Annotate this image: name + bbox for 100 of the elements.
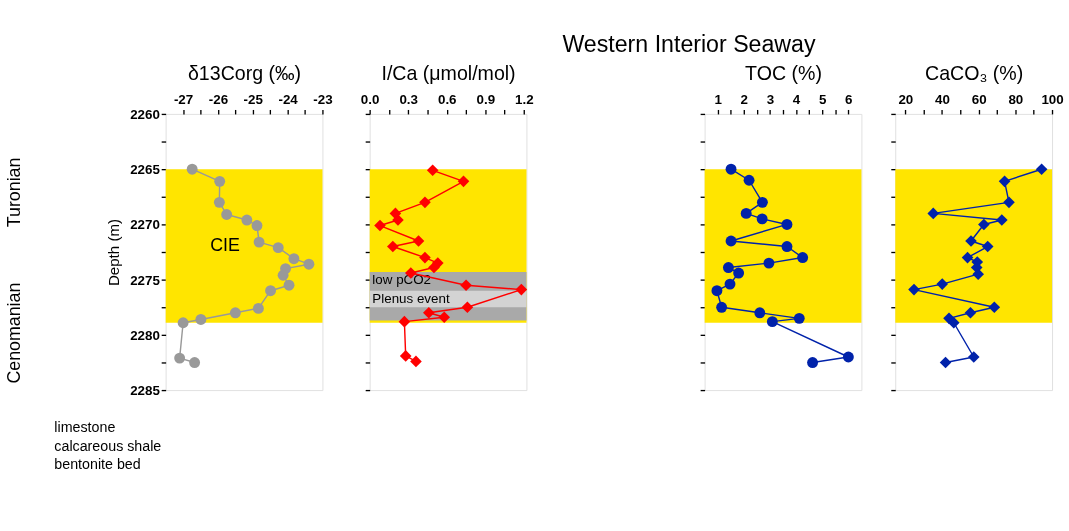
y-tick-label: 2260 bbox=[130, 106, 160, 122]
point bbox=[996, 214, 1008, 226]
x-tick-label: -25 bbox=[243, 91, 264, 107]
point bbox=[766, 316, 778, 328]
text: Turonian bbox=[3, 157, 24, 228]
point bbox=[1003, 196, 1015, 209]
point bbox=[722, 262, 734, 273]
point bbox=[724, 278, 736, 290]
x-axis-title: TOC (%) bbox=[745, 61, 822, 84]
point bbox=[725, 163, 737, 175]
point bbox=[288, 253, 300, 265]
point bbox=[725, 235, 737, 247]
point bbox=[961, 251, 974, 264]
x-tick-label: 0.9 bbox=[476, 91, 496, 107]
y-tick-label: 2275 bbox=[130, 272, 161, 288]
point bbox=[998, 175, 1011, 188]
point bbox=[195, 313, 207, 325]
x-axis-title: I/Ca (μmol/mol) bbox=[381, 61, 516, 84]
point bbox=[947, 316, 960, 329]
point bbox=[716, 301, 728, 313]
band-label: CIE bbox=[210, 235, 241, 256]
point bbox=[936, 278, 949, 290]
point bbox=[399, 350, 412, 362]
point bbox=[939, 356, 952, 369]
point bbox=[711, 285, 723, 297]
x-tick-label: 5 bbox=[818, 91, 827, 107]
point bbox=[277, 269, 289, 281]
point bbox=[908, 283, 920, 296]
text: limestone bbox=[54, 419, 116, 435]
x-tick-label: 80 bbox=[1008, 91, 1024, 107]
point bbox=[807, 357, 819, 368]
point bbox=[967, 351, 980, 363]
chart-title: Western Interior Seaway bbox=[562, 30, 816, 57]
point bbox=[265, 285, 277, 297]
point bbox=[253, 236, 265, 248]
point bbox=[387, 240, 399, 253]
point bbox=[1035, 163, 1048, 176]
point bbox=[214, 175, 226, 187]
x-tick-label: 3 bbox=[766, 91, 775, 107]
x-tick-label: 2 bbox=[740, 91, 749, 107]
point bbox=[740, 207, 752, 219]
point bbox=[419, 251, 431, 264]
point bbox=[515, 283, 528, 296]
point bbox=[756, 196, 768, 208]
text: bentonite bed bbox=[54, 456, 141, 473]
x-tick-label: 1.2 bbox=[515, 91, 534, 107]
x-tick-label: 0.0 bbox=[360, 91, 380, 107]
point bbox=[410, 355, 422, 368]
point bbox=[186, 163, 198, 175]
y-tick-label: 2280 bbox=[130, 327, 160, 343]
point bbox=[398, 315, 411, 328]
point bbox=[842, 351, 854, 363]
point bbox=[763, 257, 775, 269]
point bbox=[797, 252, 809, 264]
point bbox=[965, 235, 977, 247]
y-axis-title: Depth (m) bbox=[105, 218, 123, 287]
point bbox=[251, 220, 263, 231]
point bbox=[927, 207, 940, 220]
point bbox=[733, 267, 745, 279]
x-tick-label: 100 bbox=[1041, 91, 1064, 107]
point bbox=[460, 279, 472, 291]
point bbox=[177, 317, 189, 329]
point bbox=[981, 240, 994, 253]
point bbox=[964, 307, 977, 319]
point bbox=[303, 258, 315, 270]
point bbox=[272, 242, 284, 254]
x-tick-label: 6 bbox=[845, 91, 853, 107]
point bbox=[426, 164, 439, 177]
point bbox=[793, 312, 805, 324]
point bbox=[189, 357, 201, 368]
x-axis-title: δ13Corg (‰) bbox=[187, 61, 302, 84]
y-tick-label: 2285 bbox=[130, 383, 161, 399]
y-tick-label: 2270 bbox=[130, 217, 160, 233]
point bbox=[754, 307, 766, 319]
point bbox=[428, 261, 440, 274]
point bbox=[743, 174, 755, 186]
point bbox=[213, 196, 225, 208]
x-tick-label: -26 bbox=[208, 91, 229, 107]
x-tick-label: 0.6 bbox=[437, 91, 457, 107]
point bbox=[392, 214, 404, 226]
point bbox=[221, 209, 233, 220]
point bbox=[461, 301, 474, 314]
text: calcareous shale bbox=[54, 437, 162, 454]
point bbox=[978, 218, 990, 231]
point bbox=[419, 196, 431, 209]
point bbox=[412, 235, 425, 247]
x-tick-label: 60 bbox=[971, 91, 987, 107]
point bbox=[423, 307, 435, 319]
point bbox=[781, 218, 793, 230]
point bbox=[283, 279, 295, 291]
point bbox=[252, 302, 264, 314]
x-tick-label: -23 bbox=[313, 91, 333, 107]
x-axis-title: CaCO₃ (%) bbox=[924, 61, 1024, 84]
y-tick-label: 2265 bbox=[130, 162, 161, 178]
point bbox=[438, 311, 451, 324]
point bbox=[174, 352, 186, 364]
band-label: Plenus event bbox=[372, 291, 450, 307]
text: Cenomanian bbox=[3, 282, 24, 384]
x-tick-label: 1 bbox=[714, 91, 723, 107]
x-tick-label: 4 bbox=[792, 91, 801, 107]
